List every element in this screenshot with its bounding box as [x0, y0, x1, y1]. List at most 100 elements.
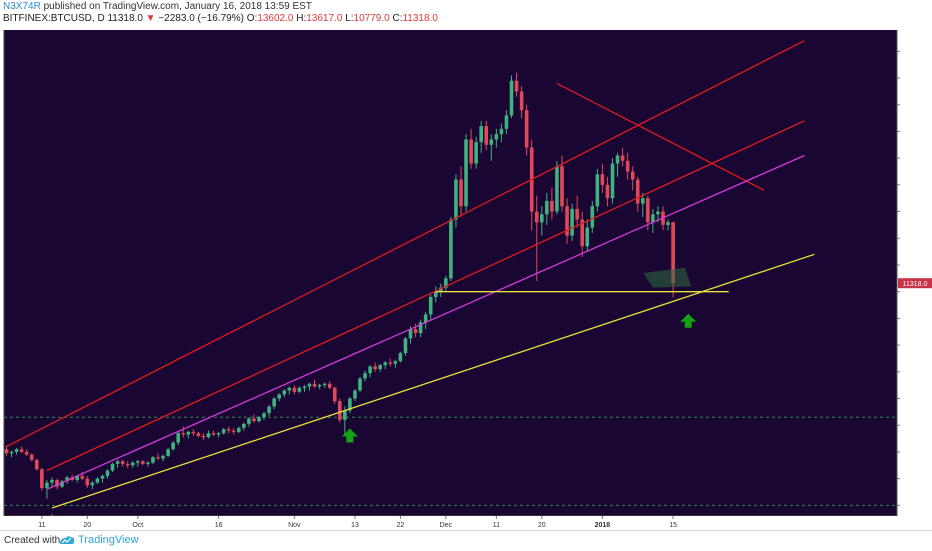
candle-body [494, 134, 499, 140]
candle-body [540, 214, 544, 223]
candle-body [343, 410, 347, 420]
candle-body [297, 387, 302, 392]
candle-body [151, 457, 155, 463]
candle-body [418, 322, 423, 334]
candle-body [191, 431, 196, 434]
candle-body [95, 478, 100, 483]
candle-body [428, 297, 433, 315]
candle-body [348, 398, 352, 411]
x-tick-label: Nov [288, 522, 301, 529]
candle-body [110, 463, 115, 471]
candle-body [327, 383, 332, 388]
candle-body [398, 353, 403, 362]
candle-body [454, 179, 458, 220]
candle-body [45, 482, 49, 488]
trend-line [51, 253, 815, 509]
candle-body [80, 475, 85, 479]
candle-body [19, 449, 24, 452]
candle-body [40, 469, 44, 488]
candle-body [509, 80, 514, 116]
down-arrow-icon: ▼ [145, 13, 156, 24]
candle-body [423, 314, 428, 323]
candle-body [247, 418, 251, 424]
price-chart[interactable]: 11 20 Oct 16 Nov 13 22 Dec 11 20 2018 15 11318.0 [0, 26, 932, 530]
candle-body [459, 179, 463, 207]
candle-body [216, 433, 221, 435]
candle-body [332, 387, 337, 402]
candle-body [656, 211, 660, 215]
time-axis-background [4, 516, 897, 530]
candle-body [85, 478, 90, 486]
candle-body [272, 398, 276, 407]
candle-body [651, 214, 655, 223]
last-price: 11318.0 [107, 13, 143, 24]
candle-body [469, 139, 473, 164]
candle-body [620, 155, 625, 161]
candle-body [444, 278, 448, 288]
candle-body [287, 387, 292, 391]
x-tick-label: 22 [397, 522, 405, 529]
candle-body [292, 387, 297, 392]
candle-body [125, 463, 130, 466]
open-label: O: [246, 13, 258, 24]
candle-body [474, 142, 478, 164]
candle-body [600, 174, 605, 185]
up-arrow-icon [680, 313, 697, 328]
publish-info: N3X74R published on TradingView.com, Jan… [3, 1, 312, 13]
low-value: 10779.0 [353, 13, 390, 24]
footer-bar: Created with TradingView [0, 530, 932, 551]
trend-line [556, 82, 765, 191]
up-arrow-shape [49, 513, 54, 516]
candle-body [65, 477, 69, 482]
candle-body [570, 208, 574, 236]
up-arrow-shape [680, 313, 697, 328]
candle-body [136, 461, 140, 463]
candle-body [252, 418, 256, 422]
up-arrow-shape [341, 428, 358, 443]
candle-body [317, 385, 322, 387]
candle-body [363, 373, 367, 379]
candle-body [514, 80, 519, 92]
candle-body [186, 431, 191, 435]
last-price-badge-bg [898, 278, 932, 289]
candle-body [408, 329, 413, 339]
plot-layer [4, 40, 897, 516]
candle-body [307, 383, 312, 387]
candle-body [605, 184, 610, 199]
candle-body [610, 163, 615, 199]
candle-body [312, 383, 317, 387]
candle-body [449, 219, 453, 279]
candle-body [181, 433, 186, 435]
candle-body [565, 206, 569, 236]
candle-body [201, 435, 206, 438]
candle-body [388, 362, 393, 364]
candle-body [635, 179, 640, 204]
candle-body [433, 291, 438, 298]
candle-body [282, 390, 287, 395]
candle-body [555, 166, 559, 212]
x-tick-label: 16 [215, 522, 223, 529]
tradingview-brand[interactable]: TradingView [78, 534, 139, 546]
x-tick-label: Oct [132, 522, 143, 529]
candle-body [262, 413, 266, 418]
candle-body [161, 455, 165, 459]
candle-body [322, 383, 327, 386]
x-tick-label: 2018 [595, 522, 611, 529]
x-tick-label: Dec [440, 522, 453, 529]
chart-area[interactable]: 11 20 Oct 16 Nov 13 22 Dec 11 20 2018 15 11318.0 [0, 26, 932, 530]
candle-body [353, 390, 357, 399]
candle-body [171, 442, 175, 450]
candle-body [267, 406, 271, 414]
candle-body [130, 462, 135, 466]
candle-body [115, 461, 120, 464]
candle-body [211, 433, 216, 435]
author-link[interactable]: N3X74R [3, 1, 41, 12]
candle-body [146, 462, 150, 464]
candle-body [100, 475, 105, 479]
candle-body [615, 155, 620, 164]
candle-body [221, 429, 226, 434]
candle-body [439, 287, 443, 292]
symbol-label[interactable]: BITFINEX:BTCUSD, D [3, 13, 105, 24]
candle-body [75, 475, 79, 480]
chart-header: N3X74R published on TradingView.com, Jan… [0, 0, 932, 26]
